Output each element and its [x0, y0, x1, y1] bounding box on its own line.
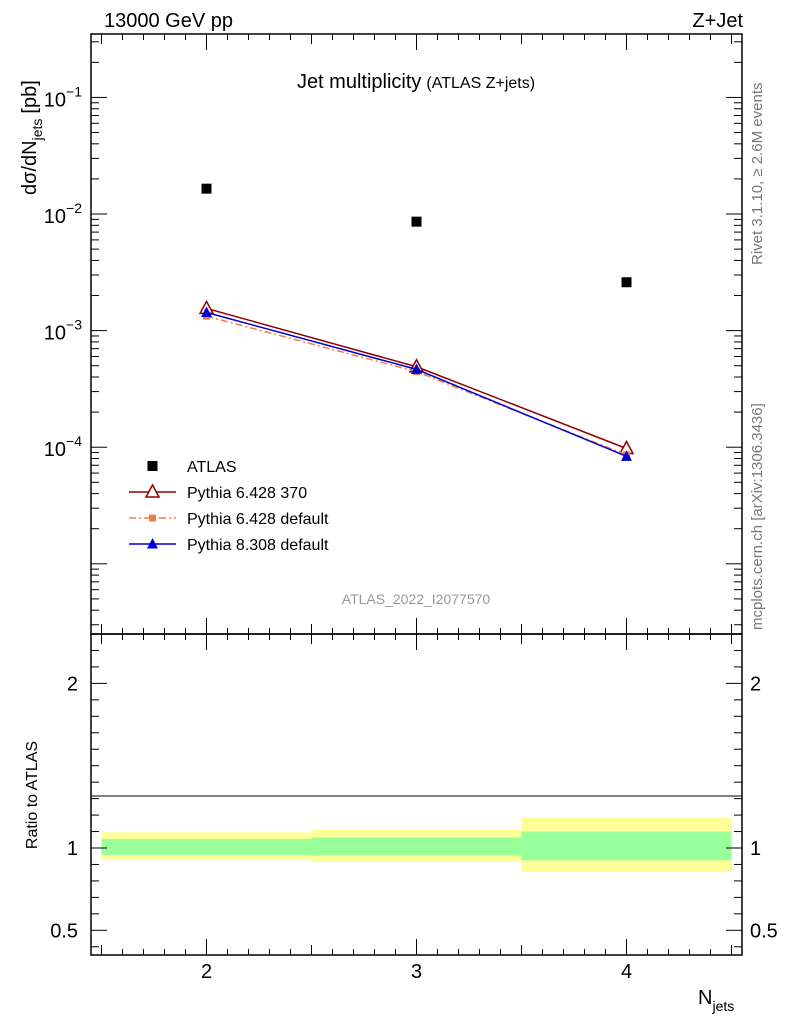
ratio-y-tick-label-right: 1	[750, 838, 761, 860]
x-axis-label-sub: jets	[711, 998, 734, 1014]
y-axis-label-unit: [pb]	[19, 80, 41, 113]
plot-title: Jet multiplicity (ATLAS Z+jets)	[297, 71, 535, 93]
data-point	[201, 183, 212, 194]
y-tick-label: 10−2	[44, 200, 82, 228]
plot-title-main: Jet multiplicity	[297, 71, 421, 93]
series-1	[198, 299, 635, 455]
y-axis-label-sub: jets	[29, 119, 45, 142]
y-tick-label-exponent: −4	[66, 433, 82, 449]
series-2	[203, 312, 630, 459]
ratio-plot-frame	[90, 633, 743, 956]
y-tick-label: 10−4	[44, 433, 82, 461]
legend-label-3: Pythia 8.308 default	[187, 537, 329, 554]
data-point	[201, 306, 212, 318]
axis-ticks	[91, 34, 742, 955]
x-axis-label: Njets	[698, 987, 734, 1014]
series-0	[201, 183, 632, 288]
data-point	[411, 216, 422, 227]
legend-label-0: ATLAS	[187, 459, 237, 476]
ratio-bands	[101, 817, 732, 872]
x-tick-label: 2	[201, 961, 212, 983]
ratio-y-tick-label-left: 2	[67, 673, 78, 695]
y-tick-label-base: 10	[44, 89, 66, 111]
data-point	[411, 363, 422, 374]
x-tick-label: 3	[411, 961, 422, 983]
y-tick-label-exponent: −2	[66, 200, 82, 216]
header-process-label: Z+Jet	[692, 10, 743, 32]
ratio-band-green-2	[521, 831, 732, 861]
y-tick-label-exponent: −1	[66, 83, 82, 99]
header-collision-label: 13000 GeV pp	[104, 10, 233, 32]
y-tick-label-base: 10	[44, 439, 66, 461]
ratio-y-axis-label: Ratio to ATLAS	[24, 741, 41, 849]
ratio-y-tick-label-left: 1	[67, 838, 78, 860]
series-line-3	[206, 311, 627, 458]
rivet-version-label: Rivet 3.1.10, ≥ 2.6M events	[749, 83, 766, 266]
x-tick-label: 4	[621, 961, 632, 983]
data-point	[621, 277, 632, 288]
legend-label-2: Pythia 6.428 default	[187, 511, 329, 528]
legend-label-1: Pythia 6.428 370	[187, 485, 307, 502]
legend: ATLAS Pythia 6.428 370 Pythia 6.428 defaul…	[129, 459, 329, 554]
legend-marker-3	[147, 538, 158, 549]
series-3	[201, 306, 632, 461]
ratio-band-green-1	[311, 837, 522, 856]
y-tick-label: 10−1	[44, 83, 82, 111]
mcplots-reference-label: mcplots.cern.ch [arXiv:1306.3436]	[749, 403, 766, 630]
y-tick-label-base: 10	[44, 323, 66, 345]
tick-labels: 10−110−210−310−40.5 0.51 12 22 3 4	[44, 83, 778, 983]
data-series	[198, 183, 635, 461]
plot-subtitle: (ATLAS Z+jets)	[426, 75, 535, 92]
y-tick-label-exponent: −3	[66, 317, 82, 333]
legend-marker-2	[149, 514, 156, 522]
y-axis-label-main: dσ/dN	[19, 140, 41, 195]
ratio-y-tick-label-right: 0.5	[750, 920, 778, 942]
ratio-band-green-0	[101, 838, 312, 855]
y-tick-label-base: 10	[44, 206, 66, 228]
x-axis-label-main: N	[698, 987, 712, 1009]
analysis-id-label: ATLAS_2022_I2077570	[342, 591, 491, 607]
ratio-y-tick-label-right: 2	[750, 673, 761, 695]
y-axis-label: dσ/dNjets [pb]	[19, 80, 45, 195]
ratio-y-tick-label-left: 0.5	[50, 920, 78, 942]
legend-marker-1	[144, 483, 161, 498]
series-line-2	[206, 315, 627, 456]
y-tick-label: 10−3	[44, 317, 82, 345]
data-point	[621, 450, 632, 461]
legend-marker-0	[147, 461, 158, 471]
